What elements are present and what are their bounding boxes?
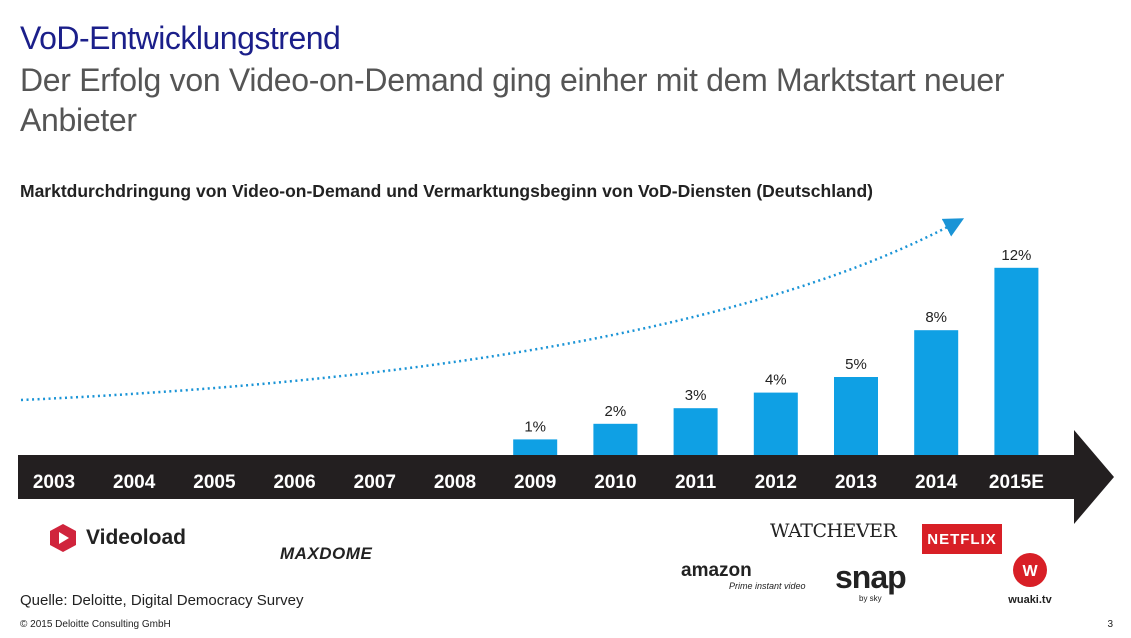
videoload-text: Videoload bbox=[86, 526, 186, 549]
bar-2014 bbox=[914, 330, 959, 455]
year-label: 2009 bbox=[514, 472, 556, 493]
netflix-logo: NETFLIX bbox=[922, 524, 1002, 554]
year-label: 2015E bbox=[989, 472, 1044, 493]
trend-arrow bbox=[20, 218, 965, 402]
amazon-subtext: Prime instant video bbox=[729, 581, 806, 591]
amazon-text: amazon bbox=[681, 560, 752, 581]
page-title: VoD-Entwicklungstrend bbox=[20, 20, 341, 56]
bar-value-label: 5% bbox=[845, 356, 867, 373]
page-subtitle: Der Erfolg von Video-on-Demand ging einh… bbox=[20, 62, 1005, 138]
bar-2009 bbox=[513, 439, 558, 455]
bar-2011 bbox=[673, 408, 718, 455]
timeline-arrow bbox=[18, 430, 1114, 524]
svg-text:W: W bbox=[1022, 563, 1038, 580]
page-number: 3 bbox=[1107, 619, 1113, 630]
year-label: 2006 bbox=[273, 472, 315, 493]
copyright: © 2015 Deloitte Consulting GmbH bbox=[20, 619, 171, 630]
year-label: 2014 bbox=[915, 472, 958, 493]
wuaki-logo: W wuaki.tv bbox=[1002, 552, 1058, 606]
bar-value-label: 1% bbox=[524, 418, 546, 435]
amazon-logo: amazon Prime instant video bbox=[681, 560, 806, 592]
videoload-logo: Videoload bbox=[48, 523, 186, 553]
snap-text: snap bbox=[835, 559, 907, 595]
year-label: 2013 bbox=[835, 472, 877, 493]
year-label: 2007 bbox=[354, 472, 396, 493]
bar-value-label: 2% bbox=[605, 403, 627, 420]
year-label: 2011 bbox=[675, 472, 717, 493]
year-label: 2010 bbox=[594, 472, 636, 493]
year-label: 2012 bbox=[755, 472, 797, 493]
bar-value-label: 8% bbox=[925, 309, 947, 326]
bar-value-label: 12% bbox=[1001, 247, 1031, 264]
bar-value-label: 3% bbox=[685, 387, 707, 404]
year-label: 2003 bbox=[33, 472, 75, 493]
bar-2010 bbox=[593, 423, 638, 455]
wuaki-text: wuaki.tv bbox=[1008, 594, 1052, 606]
year-label: 2004 bbox=[113, 472, 156, 493]
snap-logo: snap by sky bbox=[835, 559, 907, 603]
watchever-logo: WATCHEVER bbox=[770, 520, 897, 542]
bar-2013 bbox=[834, 377, 878, 455]
wuaki-icon: W bbox=[1013, 553, 1047, 587]
videoload-icon bbox=[50, 524, 76, 552]
year-label: 2005 bbox=[193, 472, 236, 493]
bar-value-label: 4% bbox=[765, 372, 787, 389]
bar-2012 bbox=[753, 392, 798, 455]
snap-subtext: by sky bbox=[859, 594, 882, 603]
source-note: Quelle: Deloitte, Digital Democracy Surv… bbox=[20, 592, 304, 609]
bar-2015E bbox=[994, 267, 1039, 455]
chart-title: Marktdurchdringung von Video-on-Demand u… bbox=[20, 181, 874, 201]
year-label: 2008 bbox=[434, 472, 476, 493]
maxdome-logo: MAXDOME bbox=[280, 544, 373, 563]
